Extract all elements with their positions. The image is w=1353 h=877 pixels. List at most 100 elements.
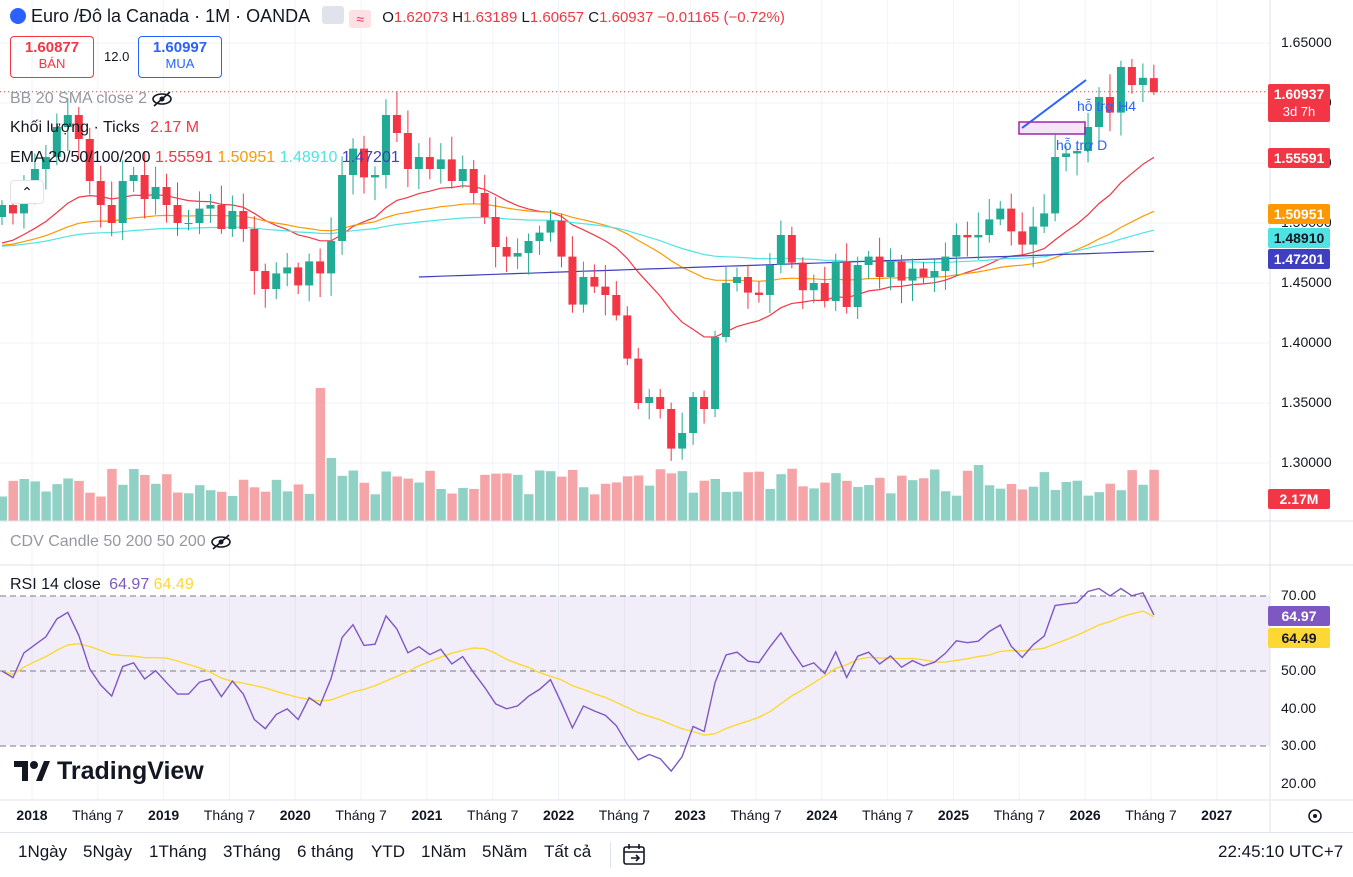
candle xyxy=(535,225,544,255)
volume-label: Khối lượng · Ticks xyxy=(10,119,140,136)
rsi-ma-value: 64.49 xyxy=(153,576,194,593)
candle-body xyxy=(743,277,752,293)
cdv-legend[interactable]: CDV Candle 50 200 50 200 xyxy=(10,533,232,551)
candle xyxy=(809,274,818,304)
hidden-eye-icon[interactable] xyxy=(151,90,173,108)
candle-body xyxy=(974,235,983,238)
volume-bar xyxy=(995,488,1006,521)
candle-body xyxy=(447,159,456,181)
timeframe-button[interactable]: 1Tháng xyxy=(149,842,207,861)
candle-body xyxy=(360,148,369,178)
timeframe-button[interactable]: 6 tháng xyxy=(297,842,354,861)
candle xyxy=(513,238,522,270)
candle xyxy=(305,253,314,302)
candle xyxy=(754,281,763,303)
volume-bar xyxy=(491,473,501,521)
bb-legend[interactable]: BB 20 SMA close 2 xyxy=(10,90,173,108)
candle xyxy=(743,264,752,309)
timeframe-button[interactable]: 1Ngày xyxy=(18,842,68,861)
candle-body xyxy=(864,256,873,265)
candle xyxy=(96,165,105,228)
candle-body xyxy=(327,241,336,274)
candle-body xyxy=(1062,153,1071,157)
candle-body xyxy=(140,175,149,199)
sell-button[interactable]: 1.60877 BÁN xyxy=(10,36,94,78)
volume-bar xyxy=(370,494,380,521)
candle xyxy=(184,209,193,231)
candle xyxy=(776,220,785,274)
brand-logo[interactable]: TradingView xyxy=(14,757,204,786)
rsi-ma-tag: 64.49 xyxy=(1268,628,1330,648)
candle xyxy=(151,166,160,215)
volume-bar xyxy=(513,474,523,521)
volume-bar xyxy=(1116,490,1126,521)
close-label: C xyxy=(588,9,600,26)
change-value: −0.01165 (−0.72%) xyxy=(657,9,785,26)
timeframe-button[interactable]: YTD xyxy=(371,842,405,861)
candle xyxy=(63,98,72,151)
candle xyxy=(524,233,533,275)
price-tick: 1.30000 xyxy=(1281,454,1332,470)
candle xyxy=(272,262,281,300)
timeframe-button[interactable]: 5Ngày xyxy=(83,842,133,861)
candle xyxy=(1073,145,1082,176)
candle-body xyxy=(612,295,621,316)
volume-bar xyxy=(688,492,699,521)
candle xyxy=(656,388,665,419)
candle xyxy=(963,221,972,257)
support-h4-label[interactable]: hỗ trợ H4 xyxy=(1077,98,1136,114)
candle xyxy=(765,253,774,314)
candle xyxy=(689,391,698,445)
volume-bar xyxy=(951,495,962,521)
volume-bar xyxy=(984,485,995,521)
calendar-range-icon[interactable] xyxy=(622,843,648,867)
candle xyxy=(568,236,577,313)
collapse-legend-button[interactable]: ⌃ xyxy=(10,180,44,204)
candle-body xyxy=(711,337,720,409)
candle xyxy=(579,261,588,313)
candle-body xyxy=(1040,213,1049,227)
timeframe-button[interactable]: 5Năm xyxy=(482,842,528,861)
candle xyxy=(74,107,83,160)
candle-body xyxy=(798,262,807,291)
rsi-legend[interactable]: RSI 14 close 64.97 64.49 xyxy=(10,576,194,594)
price-tick: 1.45000 xyxy=(1281,274,1332,290)
candle-body xyxy=(963,235,972,238)
candle-body xyxy=(568,256,577,305)
volume-bar xyxy=(337,475,348,521)
symbol-title[interactable]: Euro /Đô la Canada · 1M · OANDA xyxy=(31,6,310,26)
support-d-label[interactable]: hỗ trợ D xyxy=(1056,137,1108,153)
time-tick: 2019 xyxy=(148,807,180,823)
rsi-ma-line xyxy=(1,610,1155,736)
price-tick: 1.65000 xyxy=(1281,34,1332,50)
hidden-eye-icon[interactable] xyxy=(210,533,232,551)
timeframe-button[interactable]: Tất cả xyxy=(544,842,592,861)
time-tick: Tháng 7 xyxy=(598,807,651,823)
candle xyxy=(173,182,182,236)
volume-bar xyxy=(348,470,359,521)
volume-bar xyxy=(1061,481,1072,521)
volume-bar xyxy=(1028,486,1039,521)
candle-body xyxy=(173,205,182,223)
volume-bar xyxy=(820,482,830,521)
user-drawings[interactable] xyxy=(1018,79,1087,135)
gear-icon[interactable] xyxy=(1305,806,1325,826)
buy-button[interactable]: 1.60997 MUA xyxy=(138,36,222,78)
volume-legend[interactable]: Khối lượng · Ticks 2.17 M xyxy=(10,119,199,137)
volume-bar xyxy=(436,488,446,521)
volume-bar xyxy=(940,491,951,521)
time-tick: Tháng 7 xyxy=(335,807,387,823)
ema-legend[interactable]: EMA 20/50/100/200 1.55591 1.50951 1.4891… xyxy=(10,149,400,167)
time-tick: Tháng 7 xyxy=(203,807,256,823)
clock[interactable]: 22:45:10 UTC+7 xyxy=(1218,842,1344,861)
last-price-tag: 1.60937 3d 7h xyxy=(1268,84,1330,122)
timeframe-button[interactable]: 3Tháng xyxy=(223,842,281,861)
trendline-h4 xyxy=(1021,79,1087,129)
candle xyxy=(425,137,434,180)
timeframe-button[interactable]: 1Năm xyxy=(421,842,467,861)
volume-bar xyxy=(96,496,106,521)
candle xyxy=(864,250,873,280)
open-value: 1.62073 xyxy=(393,9,449,26)
candle xyxy=(853,256,862,320)
